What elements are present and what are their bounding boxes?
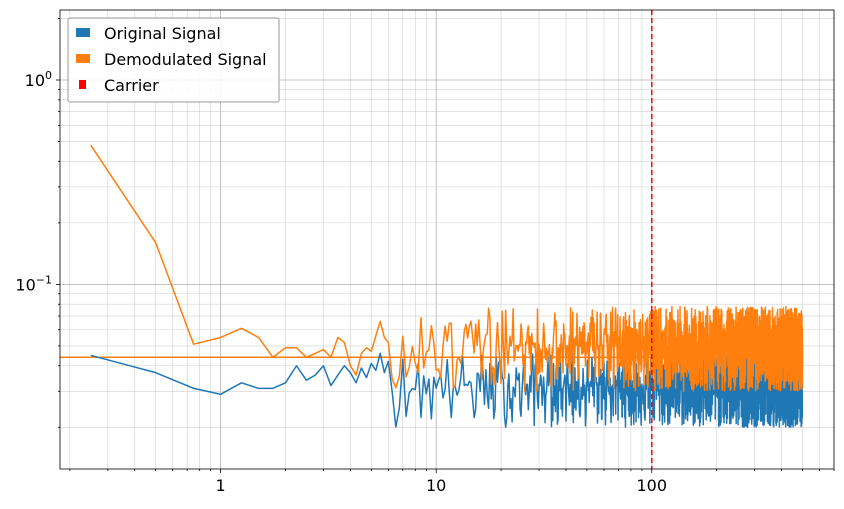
x-tick-label: 10 [426,476,446,495]
legend-swatch-original [76,28,90,37]
legend-label-demodulated: Demodulated Signal [104,50,267,69]
series-layer [60,10,804,469]
legend-box [67,17,280,103]
y-tick-label: 10−1 [15,273,52,294]
x-tick-label: 1 [215,476,225,495]
y-tick-label: 100 [25,69,52,90]
legend-label-carrier: Carrier [104,76,159,95]
legend: Original Signal Demodulated Signal Carri… [67,17,280,103]
x-tick-label: 100 [637,476,668,495]
axis-ticks: 1 10 100 10−1 100 [15,18,835,495]
legend-swatch-demodulated [76,54,90,63]
series-line-demodulated [90,144,804,393]
legend-swatch-carrier [79,80,86,89]
legend-label-original: Original Signal [104,24,221,43]
plot-frame [59,9,835,470]
